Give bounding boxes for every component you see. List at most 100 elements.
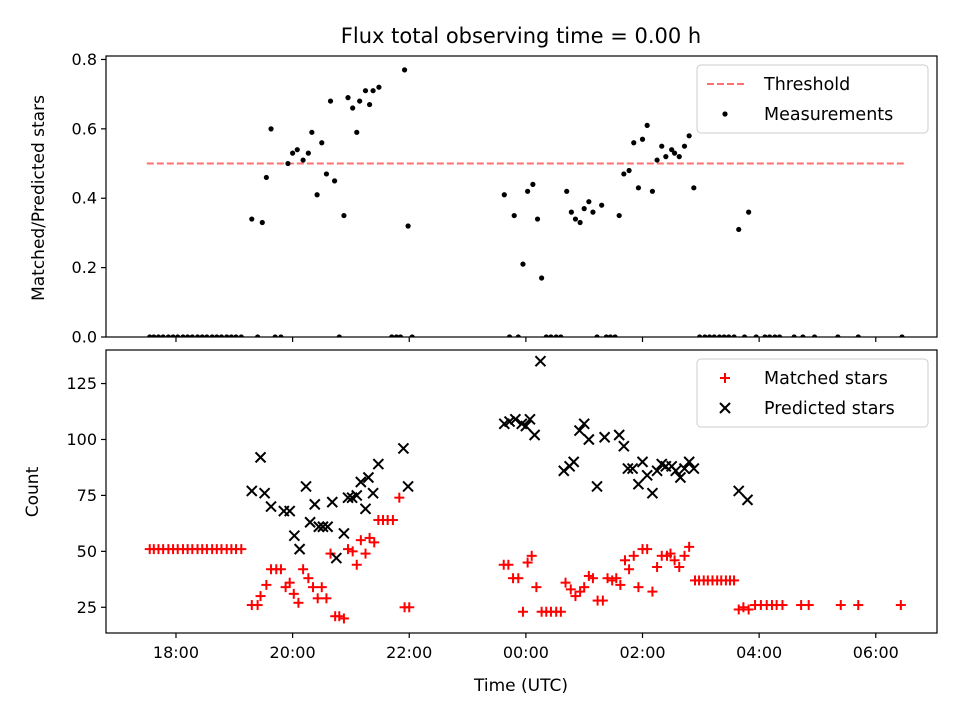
measurement-point xyxy=(370,88,376,94)
measurement-point xyxy=(228,334,234,337)
measurement-point xyxy=(520,261,526,267)
measurement-point xyxy=(511,212,517,219)
matched-star-point xyxy=(555,606,566,617)
measurement-point xyxy=(393,334,400,337)
matched-star-point xyxy=(579,582,590,593)
measurement-point xyxy=(331,178,338,184)
predicted-star-point xyxy=(641,469,653,481)
predicted-star-point xyxy=(578,418,590,430)
matched-star-point xyxy=(325,548,336,559)
plot-markers xyxy=(146,67,905,337)
matched-star-point xyxy=(255,591,266,602)
measurement-point xyxy=(194,334,201,337)
measurement-point xyxy=(354,129,360,135)
measurement-point xyxy=(180,334,186,337)
matched-star-point xyxy=(624,564,635,575)
plot-frame xyxy=(105,349,938,634)
predicted-star-point xyxy=(670,465,682,477)
matched-star-point xyxy=(303,573,314,584)
predicted-star-point xyxy=(613,429,625,441)
bottom-legend: Matched stars Predicted stars xyxy=(696,358,929,428)
measurement-point xyxy=(811,334,818,337)
matched-star-point xyxy=(570,591,581,602)
measurement-point xyxy=(721,334,727,337)
predicted-star-point xyxy=(342,491,354,504)
measurement-point xyxy=(345,95,351,101)
predicted-star-point xyxy=(678,462,691,475)
measurement-point xyxy=(409,334,415,337)
measurement-point xyxy=(218,334,225,337)
predicted-star-point xyxy=(683,456,695,468)
measurement-point xyxy=(599,202,605,208)
measurement-point xyxy=(746,209,752,215)
plot-markers xyxy=(144,355,906,624)
measurement-point xyxy=(731,334,737,337)
predicted-star-point xyxy=(598,431,611,443)
predicted-star-point xyxy=(567,456,580,468)
measurement-point xyxy=(268,126,274,132)
y-tick-label: 125 xyxy=(66,374,97,393)
matched-star-point xyxy=(803,600,814,611)
predicted-star-point xyxy=(622,462,634,475)
measurement-point xyxy=(568,209,574,215)
y-tick-label: 25 xyxy=(77,598,97,617)
predicted-star-point xyxy=(509,413,522,426)
measurement-point xyxy=(590,209,596,215)
measurement-point xyxy=(305,150,311,156)
measurement-point xyxy=(314,192,320,198)
predicted-star-point xyxy=(618,440,630,452)
measurement-point xyxy=(233,334,239,337)
y-tick-label: 0.0 xyxy=(72,328,97,347)
measurement-point xyxy=(319,140,325,146)
predicted-star-point xyxy=(636,456,649,468)
measurement-point xyxy=(635,185,642,191)
predicted-star-point xyxy=(591,480,603,493)
top-panel: Flux total observing time = 0.00 h 0.00.… xyxy=(29,24,938,347)
measurement-point xyxy=(741,334,748,337)
legend-swatch xyxy=(722,111,728,117)
measurement-point xyxy=(170,334,176,337)
matched-star-point xyxy=(597,595,608,606)
matched-star-point xyxy=(602,573,613,584)
matched-star-point xyxy=(334,611,345,622)
matched-star-point xyxy=(853,600,864,611)
measurement-point xyxy=(753,334,759,337)
matched-star-point xyxy=(565,584,576,595)
matched-star-point xyxy=(394,492,405,503)
measurement-point xyxy=(772,334,778,337)
matched-star-point xyxy=(895,600,906,611)
x-tick-label: 00:00 xyxy=(503,643,549,662)
measurement-point xyxy=(671,150,678,156)
measurement-point xyxy=(835,334,841,337)
matched-star-point xyxy=(308,582,319,593)
legend-label: Measurements xyxy=(764,105,893,125)
predicted-star-point xyxy=(528,429,541,441)
matched-star-point xyxy=(284,577,295,588)
measurement-point xyxy=(405,223,411,229)
matched-star-point xyxy=(347,546,358,557)
bottom-plot-area: 25 50 75 100 125 18:00 20:00 22:00 00:00 02:00 04:… xyxy=(66,349,938,662)
measurement-point xyxy=(607,334,614,337)
measurement-point xyxy=(639,136,646,142)
matched-star-point xyxy=(733,604,744,615)
measurement-point xyxy=(327,98,334,104)
top-plot-area: 0.0 0.2 0.4 0.6 0.8 xyxy=(72,50,938,347)
matched-star-point xyxy=(321,593,332,604)
predicted-star-point xyxy=(300,480,312,493)
measurement-point xyxy=(621,171,627,177)
measurement-point xyxy=(389,334,395,337)
measurement-point xyxy=(581,206,587,212)
measurement-point xyxy=(350,105,356,111)
matched-star-point xyxy=(642,544,653,555)
matched-star-point xyxy=(364,532,375,543)
measurement-point xyxy=(160,334,166,337)
x-axis-label: Time (UTC) xyxy=(473,676,568,696)
predicted-star-point xyxy=(583,433,595,446)
measurement-point xyxy=(572,216,579,222)
measurement-point xyxy=(259,219,265,226)
matched-star-point xyxy=(674,562,685,573)
legend-box xyxy=(696,358,929,428)
measurement-point xyxy=(691,185,697,191)
measurement-point xyxy=(534,216,541,222)
measurement-point xyxy=(204,334,210,337)
